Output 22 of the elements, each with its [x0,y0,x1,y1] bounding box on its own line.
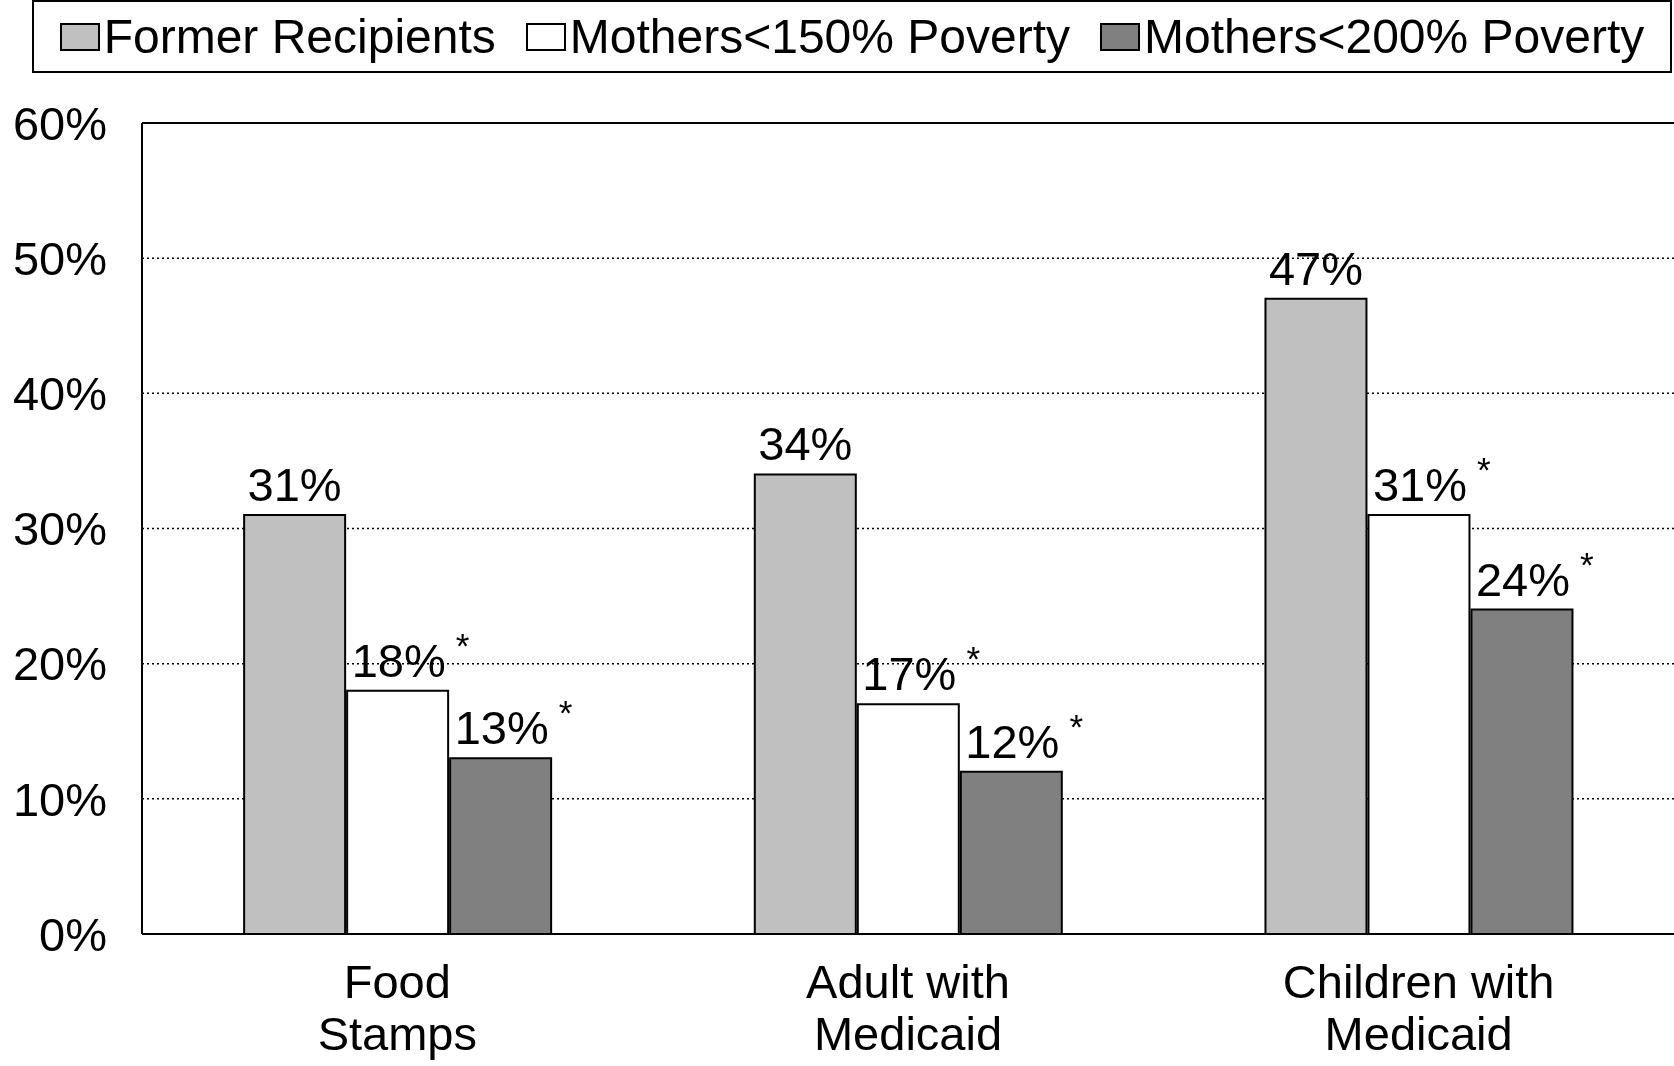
data-label: 31%$^{*}$ [1373,449,1492,511]
data-label: 12%$^{*}$ [965,706,1084,768]
data-label: 18%$^{*}$ [351,625,470,687]
legend-label: Mothers<150% Poverty [569,9,1071,64]
data-label: 47% [1268,241,1364,295]
y-tick-label: 20% [12,637,107,691]
x-tick-label: Adult with Medicaid [806,955,1010,1060]
legend-label: Mothers<200% Poverty [1144,9,1645,64]
legend-label: Former Recipients [103,9,496,64]
data-label: 13%$^{*}$ [454,692,573,755]
data-label: 31% [247,457,342,511]
y-tick-label: 50% [12,231,107,285]
data-label: 34% [758,417,853,471]
data-label: 24%$^{*}$ [1476,544,1595,606]
data-label: 17%$^{*}$ [862,638,981,701]
y-tick-label: 40% [12,367,107,421]
x-tick-label: Children with Medicaid [1282,955,1555,1060]
x-tick-label: Food Stamps [317,955,478,1060]
y-tick-label: 0% [39,907,107,961]
y-tick-label: 60% [12,96,107,150]
y-tick-label: 10% [12,772,107,826]
y-tick-label: 30% [12,502,107,556]
